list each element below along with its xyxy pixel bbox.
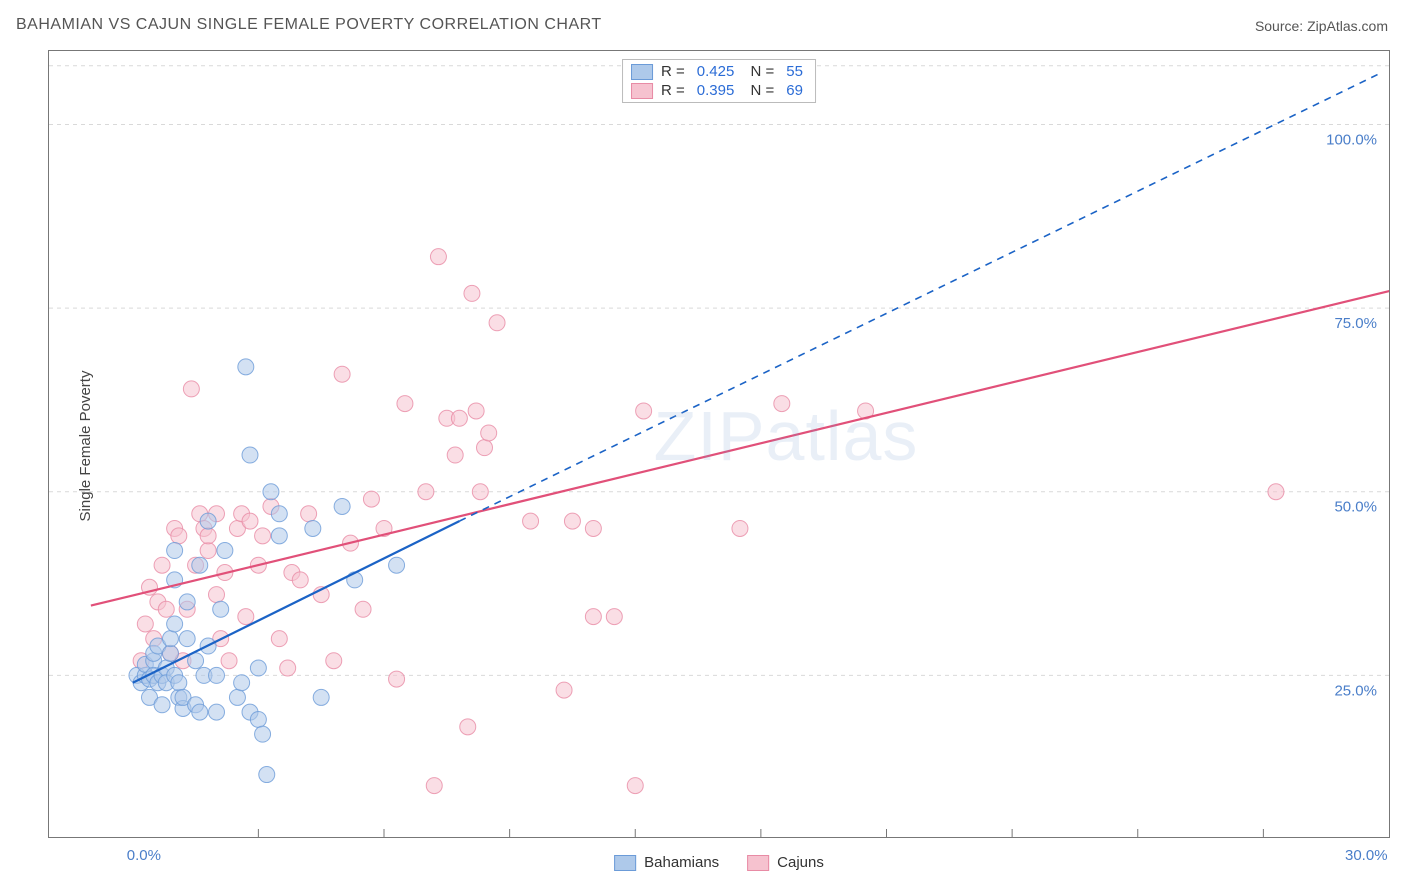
svg-text:25.0%: 25.0% [1334, 682, 1377, 699]
swatch-pink [631, 83, 653, 99]
stats-row-1: R = 0.425 N = 55 [631, 62, 807, 81]
legend-swatch-blue [614, 855, 636, 871]
legend-label-bahamians: Bahamians [644, 854, 719, 871]
svg-text:75.0%: 75.0% [1334, 315, 1377, 332]
legend-swatch-pink [747, 855, 769, 871]
x-tick-label: 0.0% [127, 847, 161, 864]
scatter-plot-svg: 25.0% 50.0% 75.0% 100.0% [49, 51, 1389, 837]
chart-container: BAHAMIAN VS CAJUN SINGLE FEMALE POVERTY … [0, 0, 1406, 892]
stats-row-2: R = 0.395 N = 69 [631, 81, 807, 100]
series-legend: Bahamians Cajuns [614, 854, 824, 871]
legend-item-cajuns: Cajuns [747, 854, 824, 871]
r-value-2: 0.395 [697, 82, 735, 99]
x-tick-label: 30.0% [1345, 847, 1388, 864]
legend-label-cajuns: Cajuns [777, 854, 824, 871]
stats-legend: R = 0.425 N = 55 R = 0.395 N = 69 [622, 59, 816, 103]
svg-text:50.0%: 50.0% [1334, 499, 1377, 516]
n-value-1: 55 [786, 63, 803, 80]
legend-item-bahamians: Bahamians [614, 854, 719, 871]
swatch-blue [631, 64, 653, 80]
n-value-2: 69 [786, 82, 803, 99]
chart-title: BAHAMIAN VS CAJUN SINGLE FEMALE POVERTY … [16, 16, 602, 34]
source-attribution: Source: ZipAtlas.com [1255, 18, 1388, 34]
r-value-1: 0.425 [697, 63, 735, 80]
svg-text:100.0%: 100.0% [1326, 131, 1377, 148]
plot-area: 25.0%50.0%75.0%100.0% ZIPatlas R = 0.425… [48, 50, 1390, 838]
